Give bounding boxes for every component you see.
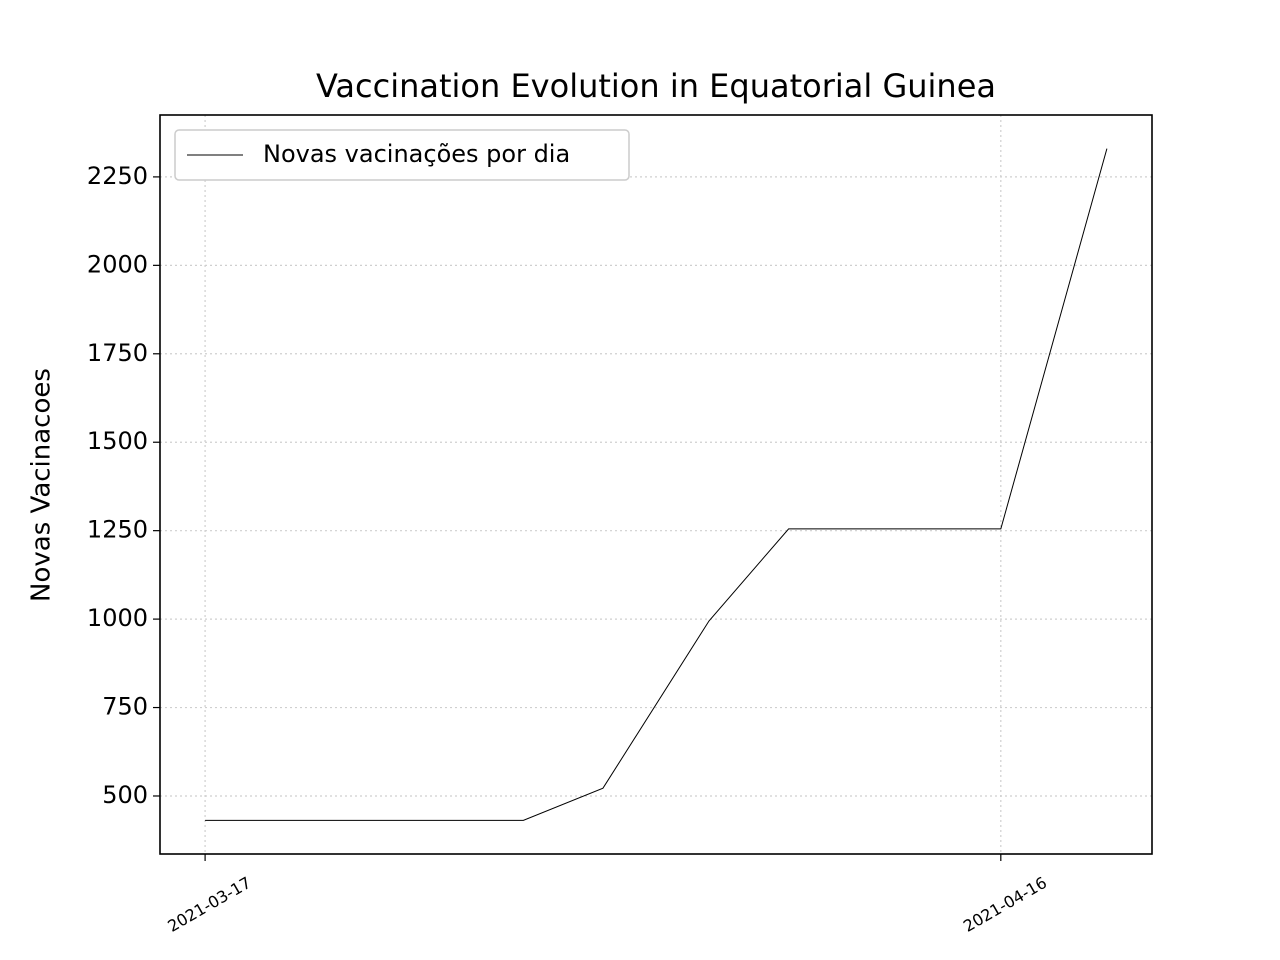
y-tick-label: 2250 — [87, 162, 148, 190]
chart-title: Vaccination Evolution in Equatorial Guin… — [316, 67, 996, 105]
plot-frame — [159, 114, 1153, 855]
y-tick-label: 500 — [102, 781, 148, 809]
y-tick-label: 1250 — [87, 516, 148, 544]
y-tick-label: 1500 — [87, 427, 148, 455]
legend-box — [174, 129, 630, 181]
y-tick-label: 2000 — [87, 250, 148, 278]
legend-label: Novas vacinações por dia — [263, 140, 570, 168]
y-tick-label: 1750 — [87, 339, 148, 367]
x-axis-label: Data — [625, 957, 687, 960]
data-line — [205, 148, 1108, 821]
y-tick-label: 1000 — [87, 604, 148, 632]
y-tick-label: 750 — [102, 693, 148, 721]
x-tick-label: 2021-04-16 — [960, 873, 1050, 936]
y-axis-label: Novas Vacinacoes — [27, 368, 57, 602]
x-tick-label: 2021-03-17 — [164, 873, 254, 936]
